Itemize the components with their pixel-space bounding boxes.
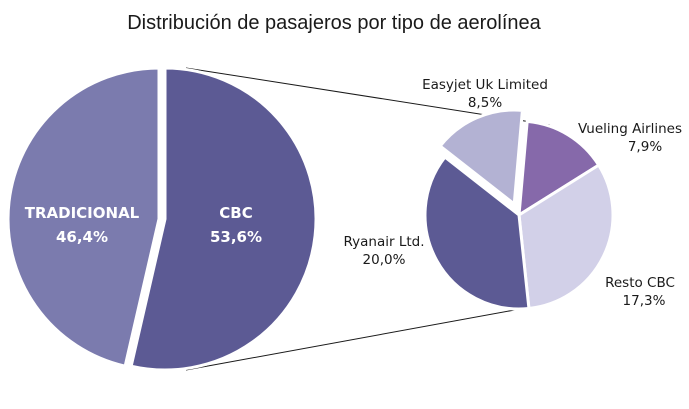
label-cbc-name: CBC — [219, 204, 252, 222]
pie-slice-vueling — [517, 119, 601, 217]
label-resto-name: Resto CBC — [605, 275, 675, 291]
connector-line-bottom — [185, 308, 521, 371]
pie-slice-resto-cbc — [517, 163, 615, 310]
pie-slice-easyjet — [438, 108, 524, 206]
label-tradicional-name: TRADICIONAL — [25, 204, 140, 222]
pie-slice-tradicional — [6, 66, 161, 368]
label-resto-value: 17,3% — [623, 293, 666, 309]
label-easyjet-name: Easyjet Uk Limited — [422, 77, 548, 93]
chart-title: Distribución de pasajeros por tipo de ae… — [127, 12, 541, 34]
label-ryanair-value: 20,0% — [363, 252, 406, 268]
pie-slice-cbc — [129, 66, 318, 372]
label-vueling-value: 7,9% — [628, 139, 662, 155]
label-vueling-name: Vueling Airlines — [578, 121, 682, 137]
label-cbc-value: 53,6% — [210, 228, 262, 246]
label-ryanair-name: Ryanair Ltd. — [344, 234, 425, 250]
label-easyjet-value: 8,5% — [468, 95, 502, 111]
pie-slice-ryanair — [423, 155, 531, 311]
label-tradicional-value: 46,4% — [56, 228, 108, 246]
